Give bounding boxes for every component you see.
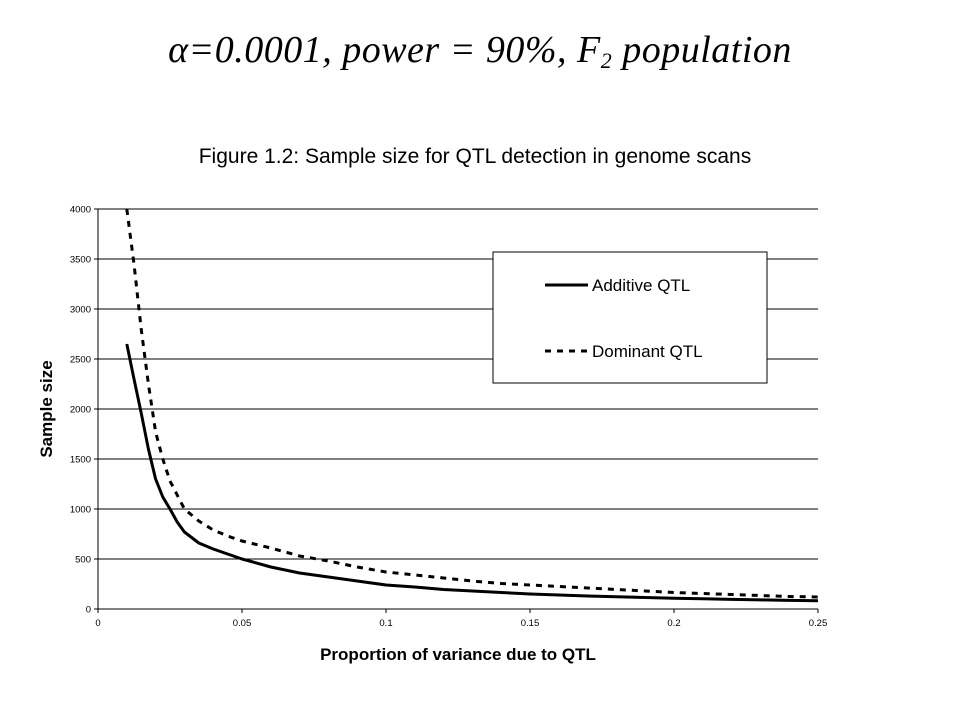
alpha-symbol: α	[168, 29, 189, 71]
axes	[94, 208, 819, 613]
x-tick-label: 0.1	[379, 618, 392, 629]
y-tick-label: 0	[86, 605, 91, 616]
y-tick-label: 2500	[70, 355, 91, 366]
x-tick-label: 0.05	[233, 618, 252, 629]
slide-title-tail: population	[612, 29, 792, 71]
y-tick-label: 1500	[70, 455, 91, 466]
y-axis-label: Sample size	[37, 360, 56, 457]
series-line-dominant	[125, 208, 819, 599]
y-tick-label: 4000	[70, 205, 91, 216]
legend-box	[492, 251, 768, 384]
legend-label-additive: Additive QTL	[592, 276, 690, 295]
legend: Additive QTL Dominant QTL	[492, 251, 768, 384]
series-lines	[125, 208, 819, 603]
slide-title-subscript: 2	[600, 48, 613, 73]
x-tick-label: 0.25	[809, 618, 828, 629]
x-axis-label: Proportion of variance due to QTL	[320, 645, 596, 664]
y-tick-label: 2000	[70, 405, 91, 416]
legend-label-dominant: Dominant QTL	[592, 342, 703, 361]
x-tick-label: 0.2	[667, 618, 680, 629]
y-tick-label: 3500	[70, 255, 91, 266]
x-tick-label: 0.15	[521, 618, 540, 629]
y-tick-label: 500	[75, 555, 91, 566]
slide-title: α=0.0001, power = 90%, F2 population	[0, 28, 960, 84]
y-tick-label: 1000	[70, 505, 91, 516]
x-tick-label: 0	[95, 618, 100, 629]
chart-title: Figure 1.2: Sample size for QTL detectio…	[199, 145, 752, 168]
series-line-additive	[125, 343, 819, 603]
slide-title-main: =0.0001, power = 90%, F	[188, 29, 601, 71]
y-tick-label: 3000	[70, 305, 91, 316]
tick-labels: 0 500 1000 1500 2000 2500 3000 3500 4000 0 0.05 0.1…	[70, 205, 827, 630]
